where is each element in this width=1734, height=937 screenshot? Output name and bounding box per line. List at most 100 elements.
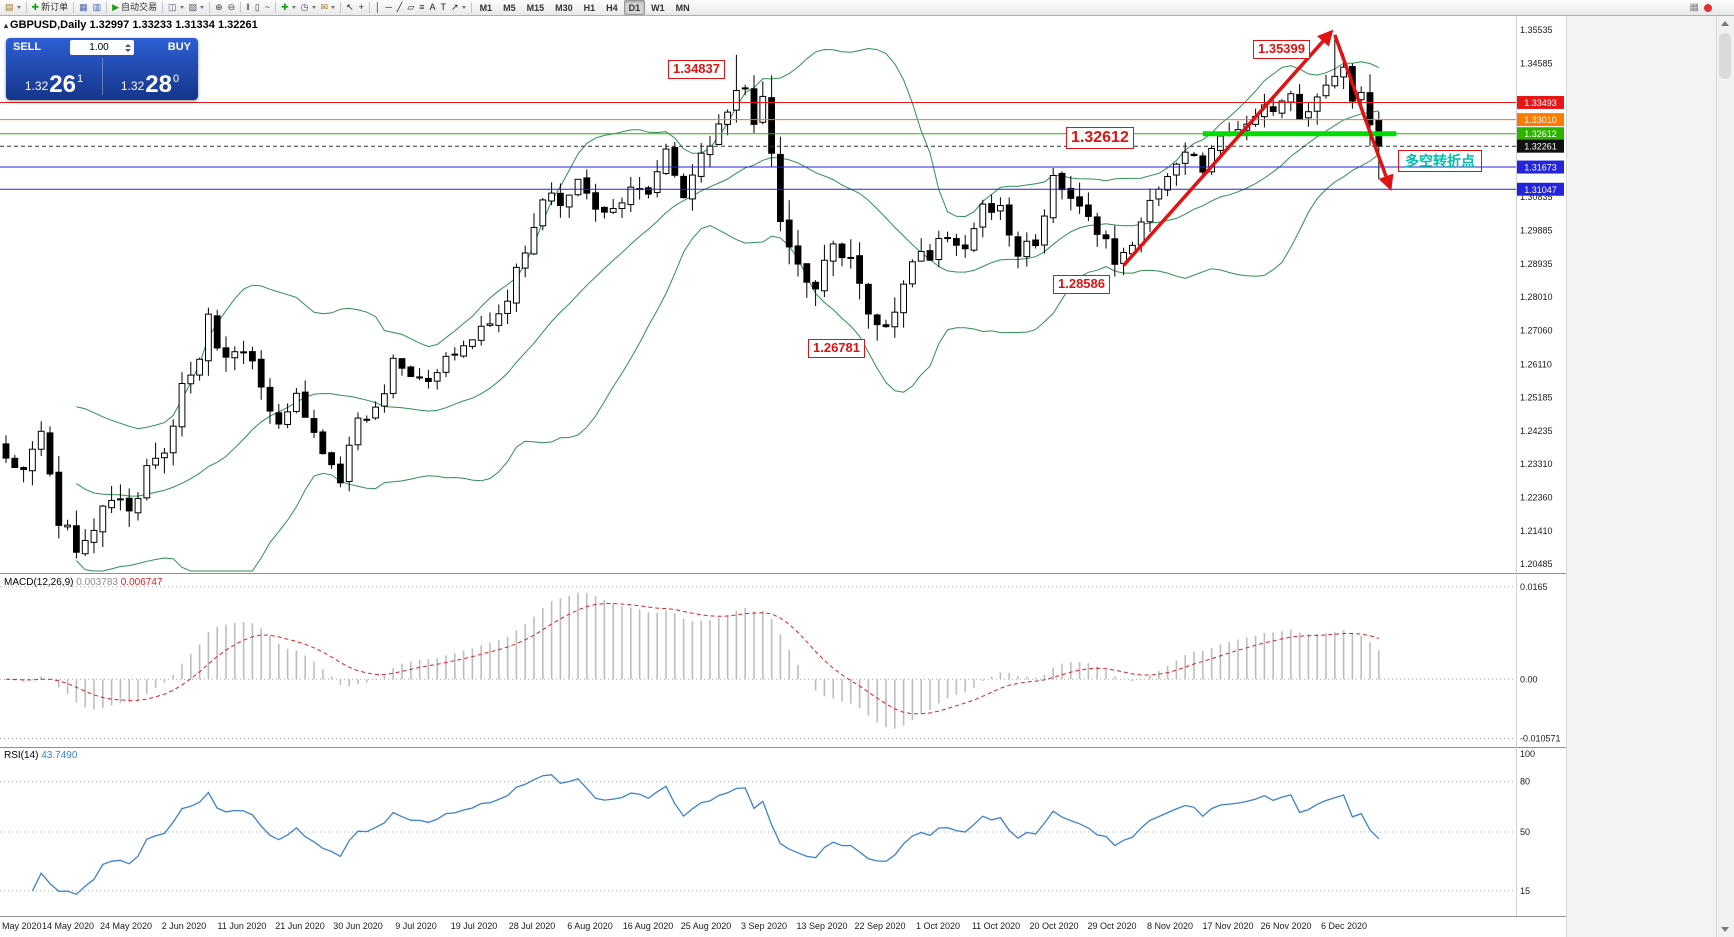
price-axis-label: 1.24235 <box>1520 426 1553 436</box>
timeframe-d1[interactable]: D1 <box>623 0 646 15</box>
date-axis-label: 20 Oct 2020 <box>1029 921 1078 931</box>
date-axis-label: 17 Nov 2020 <box>1202 921 1253 931</box>
chevron-down-icon <box>331 6 336 9</box>
horizontal-line-icon[interactable]: ─ <box>384 1 394 14</box>
volume-down-icon[interactable] <box>125 48 131 52</box>
sell-button[interactable]: SELL 1.32 26 1 <box>6 38 102 100</box>
price-callout: 1.34837 <box>668 60 725 79</box>
price-axis-badge <box>1517 139 1564 153</box>
timeframe-m5[interactable]: M5 <box>503 2 516 13</box>
volume-spinner[interactable] <box>125 43 131 52</box>
toolbar-separator <box>275 2 277 13</box>
cursor-icon: ↖ <box>346 2 354 12</box>
templates-icon[interactable]: ✉ <box>319 1 338 14</box>
macd-signal-value: 0.006747 <box>120 577 163 588</box>
toolbar-separator <box>73 2 75 13</box>
date-axis-layer: May 2020 14 May 2020 24 May 2020 2 Jun 2020… <box>2 921 1367 931</box>
buy-price-base: 1.32 <box>120 79 145 93</box>
new-chart-icon: ◫ <box>168 2 177 12</box>
profiles-icon[interactable]: ▧ <box>187 1 207 14</box>
vertical-line-icon: │ <box>374 2 381 12</box>
indicators-add-icon[interactable]: ✚ <box>279 1 298 14</box>
price-axis-badge <box>1517 127 1564 141</box>
arrows-tool-icon[interactable]: ↗ <box>449 1 468 14</box>
chevron-down-icon <box>200 6 205 9</box>
chart-menu-icon: ▤ <box>5 2 14 12</box>
horizontal-line-icon: ─ <box>385 2 392 12</box>
toolbar-separator <box>209 2 211 13</box>
new-order-button[interactable]: ✚ 新订单 <box>30 1 71 14</box>
label-icon[interactable]: T <box>439 1 449 14</box>
candlestick-chart-type-icon[interactable]: ▯ <box>253 1 262 14</box>
cursor-icon[interactable]: ↖ <box>344 1 356 14</box>
timeframe-m15[interactable]: M15 <box>526 2 545 13</box>
rsi-layer: 100 80 50 15 <box>0 749 1535 896</box>
date-axis-label: 26 Nov 2020 <box>1260 921 1311 931</box>
data-window-icon[interactable]: ▥ <box>91 1 104 14</box>
line-chart-type-icon[interactable]: ~ <box>263 1 272 14</box>
price-axis-badge <box>1517 182 1564 196</box>
bar-chart-type-icon[interactable]: ‖ <box>244 1 252 14</box>
buy-price-pips: 28 <box>145 71 172 99</box>
macd-label: MACD(12,26,9) 0.003783 0.006747 <box>4 577 162 588</box>
chevron-down-icon <box>291 6 296 9</box>
text-icon: A <box>429 2 436 12</box>
toolbar-separator <box>25 2 27 13</box>
date-axis-label: 24 May 2020 <box>100 921 152 931</box>
text-icon[interactable]: A <box>428 1 438 14</box>
timeframe-m30[interactable]: M30 <box>555 2 573 13</box>
scrollbar-thumb[interactable] <box>1719 33 1731 79</box>
macd-axis-label: 0.0165 <box>1520 582 1548 592</box>
price-axis-badge <box>1517 95 1564 109</box>
price-axis-layer: 1.35535 1.34585 1.30835 1.29885 1.28935 1.280… <box>1517 25 1564 569</box>
channel-icon: ▱ <box>407 2 415 12</box>
date-axis-label: 6 Aug 2020 <box>567 921 613 931</box>
timeframe-mn[interactable]: MN <box>675 2 690 13</box>
rsi-axis-label: 100 <box>1520 749 1535 759</box>
chart-menu-icon[interactable]: ▤ <box>3 1 23 14</box>
date-axis-label: 13 Sep 2020 <box>796 921 847 931</box>
volume-input[interactable]: 1.00 <box>70 40 134 55</box>
new-chart-icon[interactable]: ◫ <box>166 1 186 14</box>
vertical-scrollbar[interactable] <box>1716 16 1734 937</box>
chart-grid-icon[interactable]: ▦ <box>1689 2 1699 13</box>
macd-layer: 0.0165 0.00 -0.010571 <box>0 582 1561 744</box>
date-axis-label: 8 Nov 2020 <box>1147 921 1193 931</box>
scroll-down-button[interactable] <box>1717 922 1733 937</box>
chart-canvas: 1.35535 1.34585 1.30835 1.29885 1.28935 1.280… <box>0 16 1566 931</box>
vertical-line-icon[interactable]: │ <box>373 1 383 14</box>
crosshair-icon[interactable]: + <box>357 1 366 14</box>
channel-icon[interactable]: ▱ <box>405 1 416 14</box>
zoom-in-icon: ⊕ <box>215 2 223 12</box>
price-callout: 1.26781 <box>808 339 865 358</box>
zoom-in-icon[interactable]: ⊕ <box>213 1 225 14</box>
date-axis-label: 6 Dec 2020 <box>1321 921 1367 931</box>
market-watch-icon[interactable]: ▦ <box>77 1 90 14</box>
date-axis-label: 2 Jun 2020 <box>162 921 207 931</box>
rsi-name: RSI(14) <box>4 750 39 761</box>
price-axis-label: 1.29885 <box>1520 225 1553 235</box>
symbol-ohlc-title: ▴ GBPUSD,Daily 1.32997 1.33233 1.31334 1.… <box>4 19 258 31</box>
timeframe-h4[interactable]: H4 <box>606 2 618 13</box>
trendline-icon[interactable]: ╱ <box>395 1 404 14</box>
fibonacci-icon[interactable]: ≡ <box>417 1 426 14</box>
candles-layer <box>2 34 1383 559</box>
timeframe-h1[interactable]: H1 <box>583 2 596 13</box>
scroll-up-button[interactable] <box>1717 16 1733 31</box>
macd-name: MACD(12,26,9) <box>4 577 74 588</box>
buy-label: BUY <box>167 41 191 53</box>
volume-up-icon[interactable] <box>125 43 131 47</box>
timeframe-m1[interactable]: M1 <box>479 2 493 13</box>
symbol-title-text: GBPUSD,Daily <box>10 19 87 31</box>
zoom-out-icon[interactable]: ⊖ <box>226 1 238 14</box>
buy-button[interactable]: BUY 1.32 28 0 <box>102 38 198 100</box>
macd-axis-label: -0.010571 <box>1520 734 1561 744</box>
date-axis-label: 21 Jun 2020 <box>275 921 325 931</box>
workspace-background <box>1566 16 1718 937</box>
auto-trading-button[interactable]: ▶ 自动交易 <box>110 1 159 14</box>
price-callout: 1.35399 <box>1253 40 1310 59</box>
timeframe-w1[interactable]: W1 <box>651 2 665 13</box>
periods-clock-icon[interactable]: ◷ <box>299 1 318 14</box>
price-axis-label: 1.35535 <box>1520 25 1553 35</box>
price-callout: 1.32612 <box>1066 127 1134 150</box>
